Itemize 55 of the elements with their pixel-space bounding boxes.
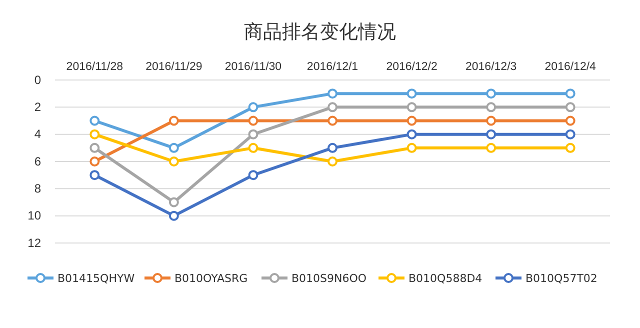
point <box>406 102 417 112</box>
y-tick-label: 8 <box>34 182 42 196</box>
point <box>406 88 417 99</box>
x-tick-label: 2016/12/2 <box>386 61 438 73</box>
point <box>486 102 496 112</box>
x-tick-label: 2016/12/3 <box>465 61 517 73</box>
y-tick-label: 0 <box>34 72 42 87</box>
chart-title: 商品排名变化情况 <box>244 21 396 43</box>
point <box>486 129 496 140</box>
point <box>90 156 100 166</box>
y-tick-label: 10 <box>28 208 42 223</box>
point <box>565 142 576 153</box>
point <box>90 170 100 180</box>
legend-label: B010Q57T02 <box>526 272 598 285</box>
x-tick-label: 2016/11/29 <box>146 61 202 73</box>
point <box>328 156 338 166</box>
point <box>486 142 496 153</box>
legend-label: B010OYASRG <box>174 272 248 285</box>
y-tick-label: 12 <box>28 236 42 250</box>
point <box>486 88 496 99</box>
point <box>248 116 258 126</box>
point <box>406 142 417 153</box>
y-tick-label: 4 <box>34 127 42 142</box>
point <box>565 116 576 126</box>
point <box>248 170 258 180</box>
y-tick-label: 6 <box>34 154 42 168</box>
point <box>328 142 338 153</box>
legend-label: B010S9N6OO <box>292 272 367 285</box>
point <box>406 129 417 140</box>
point <box>328 88 338 99</box>
point <box>90 142 100 153</box>
point <box>168 142 179 153</box>
point <box>565 102 576 112</box>
y-tick-label: 2 <box>34 100 42 114</box>
legend-label: B01415QHYW <box>58 272 135 285</box>
point <box>168 197 179 208</box>
x-tick-label: 2016/11/28 <box>66 61 123 73</box>
point <box>168 116 179 126</box>
point <box>248 102 258 112</box>
point <box>328 102 338 112</box>
point <box>168 156 179 166</box>
x-tick-label: 2016/12/1 <box>306 61 358 73</box>
point <box>565 88 576 99</box>
x-tick-label: 2016/12/4 <box>544 61 597 73</box>
point <box>90 116 100 126</box>
point <box>565 129 576 140</box>
point <box>406 116 417 126</box>
point <box>248 142 258 153</box>
x-tick-label: 2016/11/30 <box>224 61 282 73</box>
point <box>90 129 100 140</box>
point <box>486 116 496 126</box>
point <box>168 210 179 221</box>
point <box>328 116 338 126</box>
point <box>248 129 258 140</box>
legend-label: B010Q588D4 <box>408 272 482 285</box>
